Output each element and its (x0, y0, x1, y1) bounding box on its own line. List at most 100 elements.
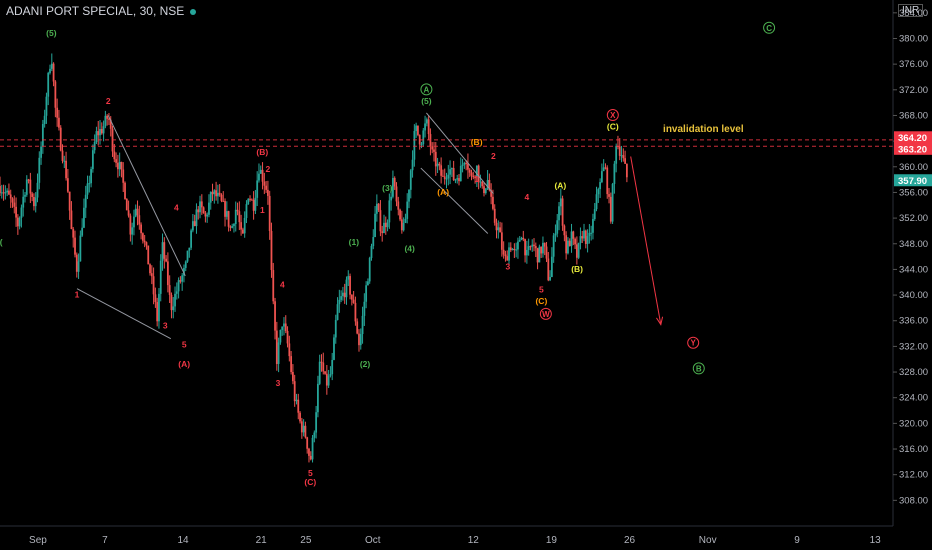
wave-label[interactable]: (A) (437, 187, 449, 197)
wave-label[interactable]: 4 (525, 192, 530, 202)
candle (613, 160, 616, 194)
wave-label[interactable]: 4 (280, 279, 285, 289)
candle (425, 117, 428, 127)
wave-label[interactable]: 2 (266, 164, 271, 174)
wave-label[interactable]: (A) (178, 359, 190, 369)
candle (500, 222, 503, 257)
candle (15, 197, 17, 227)
chart-title: ADANI PORT SPECIAL, 30, NSE (6, 4, 197, 18)
wave-label[interactable]: Y (691, 339, 697, 348)
invalidation-level-label[interactable]: invalidation level (663, 124, 744, 135)
trend-line[interactable] (107, 115, 186, 277)
trend-line[interactable] (426, 112, 494, 195)
wave-label[interactable]: 5 (308, 468, 313, 478)
candle (568, 238, 571, 247)
candle (313, 430, 316, 443)
candle (331, 352, 334, 381)
arrow-head-icon (656, 316, 664, 326)
currency-badge[interactable]: INR (898, 4, 924, 17)
candle (554, 224, 557, 242)
candle (38, 151, 41, 190)
candle (611, 182, 614, 224)
candle (27, 178, 30, 184)
candle (108, 113, 110, 125)
candle (29, 172, 32, 204)
wave-label[interactable]: (5) (46, 28, 57, 38)
wave-label[interactable]: (C) (607, 122, 619, 132)
candle (390, 187, 393, 211)
candle (306, 436, 309, 454)
wave-label-circle (606, 109, 619, 122)
candle (150, 265, 153, 285)
wave-label[interactable]: (C) (304, 477, 316, 487)
wave-label[interactable]: 4 (174, 202, 179, 212)
wave-label[interactable]: (1) (349, 237, 360, 247)
wave-label[interactable]: (2) (360, 359, 371, 369)
wave-label[interactable]: 5 (539, 285, 544, 295)
candle (11, 197, 14, 208)
wave-label[interactable]: X (610, 111, 616, 120)
candle (375, 194, 378, 222)
wave-label[interactable]: 3 (276, 378, 281, 388)
wave-label[interactable]: (B) (471, 137, 483, 147)
candle (359, 328, 362, 350)
candle (392, 170, 394, 199)
wave-label[interactable]: 1 (75, 290, 80, 300)
candle (618, 138, 621, 161)
wave-label[interactable]: (B) (571, 264, 583, 274)
candle (350, 294, 353, 306)
candle (422, 127, 425, 147)
candle (199, 195, 201, 219)
trend-line[interactable] (76, 288, 172, 340)
wave-label[interactable]: 3 (506, 261, 511, 271)
wave-label[interactable]: 5 (182, 340, 187, 350)
candle (550, 247, 553, 278)
candle (458, 174, 460, 186)
candle (345, 276, 348, 305)
candle (252, 191, 255, 220)
candle (302, 419, 305, 437)
candle (509, 242, 512, 253)
y-tick-label: 380.00 (899, 33, 928, 44)
candle (181, 272, 184, 291)
projection-arrow[interactable] (630, 156, 662, 325)
wave-label[interactable]: 3 (163, 320, 168, 330)
candle (347, 270, 350, 287)
candle (31, 191, 34, 202)
candle (427, 115, 430, 141)
wave-label-circle (539, 307, 552, 320)
wave-label[interactable]: (3) (382, 183, 393, 193)
candle (236, 202, 239, 216)
wave-label-circle (763, 21, 776, 34)
candle (333, 334, 335, 361)
candle (474, 174, 476, 184)
wave-label[interactable]: A (424, 85, 430, 94)
wave-label[interactable]: 1 (474, 174, 479, 184)
wave-label[interactable]: (4) (404, 243, 415, 253)
candle (25, 175, 28, 197)
wave-label[interactable]: 2 (106, 96, 111, 106)
candle (538, 244, 541, 263)
wave-label[interactable]: B (696, 364, 702, 373)
candle (79, 230, 82, 262)
wave-label[interactable]: (C) (535, 296, 547, 306)
wave-label[interactable]: W (542, 310, 550, 319)
wave-label[interactable]: C (766, 24, 772, 33)
candle (440, 157, 443, 184)
candle (288, 335, 291, 362)
trend-line[interactable] (420, 167, 489, 234)
wave-label[interactable]: (5) (421, 96, 432, 106)
candle (388, 193, 391, 229)
wave-label[interactable]: (A) (554, 181, 566, 191)
candle (275, 321, 278, 371)
candle (406, 193, 409, 224)
wave-label[interactable]: 1 (260, 205, 265, 215)
wave-label[interactable]: ( (0, 237, 3, 247)
wave-label[interactable]: 2 (491, 151, 496, 161)
wave-label[interactable]: (B) (256, 147, 268, 157)
candle (465, 160, 468, 171)
candle (593, 203, 596, 221)
candle (70, 201, 73, 230)
